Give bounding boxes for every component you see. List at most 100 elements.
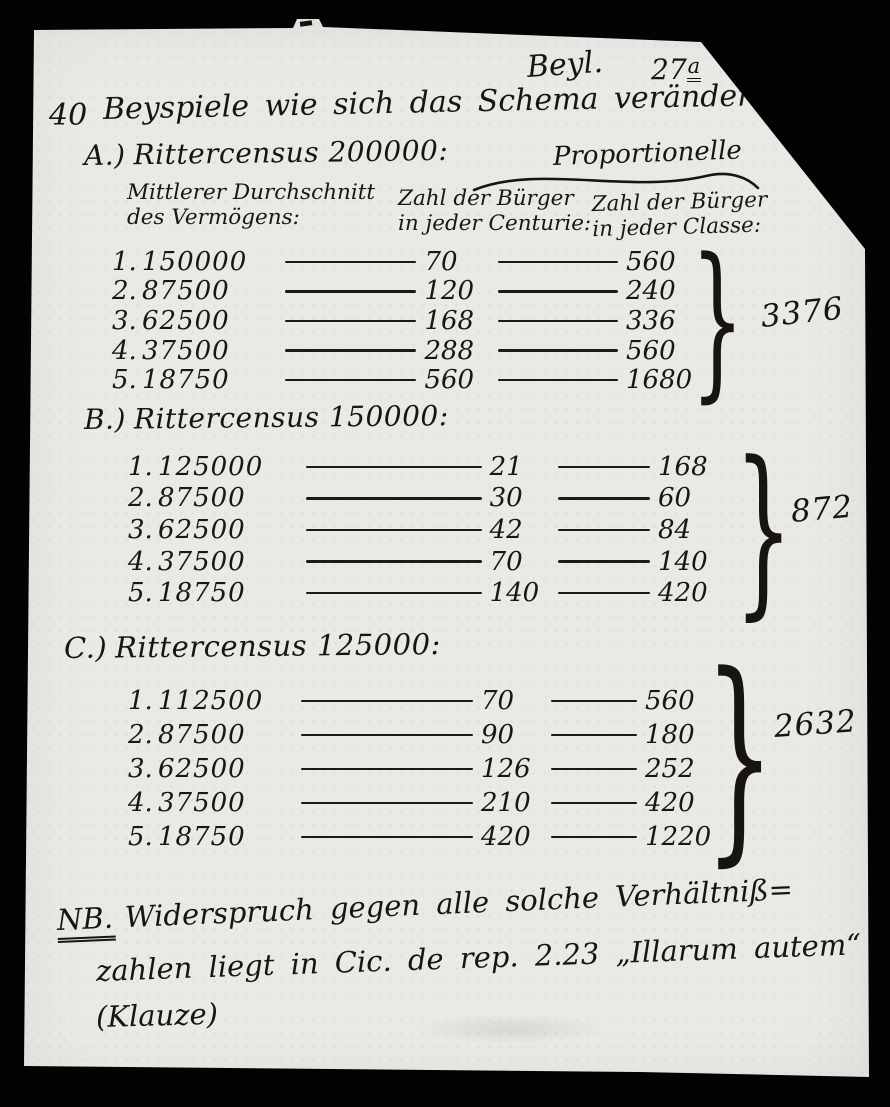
- column-header-wealth: Mittlerer Durchschnitt des Vermögens:: [127, 180, 397, 231]
- centuria-value: 90: [481, 720, 515, 750]
- table-row: 2. 87500 90 180: [128, 718, 735, 752]
- dash-line: [285, 349, 417, 352]
- row-number: 3.: [128, 754, 153, 784]
- dash-line: [551, 699, 637, 703]
- classe-value: 140: [658, 546, 708, 577]
- dash-line: [285, 378, 417, 382]
- column-header-line: in jeder Centurie:: [398, 211, 592, 237]
- dash-line: [306, 465, 482, 468]
- wealth-value: 125000: [158, 451, 264, 482]
- section-total: 872: [789, 488, 855, 530]
- column-header-line: Mittlerer Durchschnitt: [127, 180, 376, 205]
- section-total: 2632: [772, 703, 858, 745]
- wealth-value: 112500: [158, 686, 264, 716]
- row-number: 4.: [112, 335, 137, 366]
- centuria-value: 168: [424, 305, 475, 336]
- ink-speck: [808, 75, 812, 79]
- table-c: 1. 112500 70 560 2. 87500 90 180 3. 62500 126 252…: [128, 684, 735, 854]
- classe-value: 1680: [626, 365, 693, 396]
- dash-line: [306, 528, 482, 532]
- dash-line: [301, 801, 473, 805]
- classe-value: 60: [658, 483, 692, 514]
- sum-brace: [688, 244, 746, 396]
- margin-mark: 40: [49, 98, 88, 133]
- centuria-value: 70: [481, 686, 515, 716]
- dash-line: [557, 497, 650, 500]
- dash-line: [557, 591, 650, 595]
- dash-line: [498, 260, 618, 263]
- centuria-value: 30: [489, 483, 523, 514]
- row-number: 4.: [128, 788, 153, 818]
- ink-speck: [826, 70, 829, 73]
- table-row: 2. 87500 30 60: [128, 483, 740, 515]
- table-row: 1. 125000 21 168: [128, 451, 740, 483]
- wealth-value: 150000: [142, 246, 248, 277]
- page-number: 27a: [651, 53, 702, 86]
- section-label: A.): [83, 138, 126, 172]
- sum-brace: [735, 446, 793, 614]
- section-heading-a: A.) Rittercensus 200000:: [84, 134, 449, 172]
- row-number: 5.: [128, 822, 153, 852]
- dash-line: [285, 260, 417, 263]
- dash-line: [301, 835, 473, 839]
- table-row: 1. 112500 70 560: [128, 684, 735, 718]
- classe-value: 420: [645, 788, 695, 818]
- centuria-value: 560: [424, 365, 475, 396]
- row-number: 1.: [112, 246, 137, 277]
- page-number-suffix: a: [686, 54, 702, 82]
- row-number: 2.: [128, 720, 153, 750]
- row-number: 1.: [128, 451, 153, 482]
- table-row: 5. 18750 560 1680: [112, 365, 712, 395]
- table-a: 1. 150000 70 560 2. 87500 120 240 3. 62500 168 33…: [112, 247, 712, 395]
- dash-line: [306, 591, 482, 595]
- section-title: Rittercensus 125000:: [115, 627, 442, 665]
- centuria-value: 126: [481, 754, 531, 784]
- classe-value: 180: [645, 720, 695, 750]
- classe-value: 84: [658, 514, 692, 545]
- centuria-value: 42: [489, 514, 523, 545]
- page-number-value: 27: [651, 53, 687, 86]
- section-heading-c: C.) Rittercensus 125000:: [64, 627, 441, 665]
- centuria-value: 210: [481, 788, 531, 818]
- proportional-swash-line: [472, 172, 760, 192]
- table-row: 4. 37500 70 140: [128, 546, 740, 578]
- classe-value: 560: [626, 335, 676, 366]
- classe-value: 420: [658, 578, 708, 609]
- table-row: 3. 62500 126 252: [128, 752, 735, 786]
- sum-brace: [711, 655, 769, 859]
- row-number: 2.: [128, 483, 153, 514]
- wealth-value: 87500: [142, 276, 230, 307]
- archive-label: Beyl.: [525, 44, 604, 85]
- dash-line: [551, 801, 637, 805]
- ink-smudge: [415, 1014, 605, 1044]
- classe-value: 336: [626, 305, 676, 336]
- table-row: 4. 37500 210 420: [128, 786, 735, 820]
- table-row: 4. 37500 288 560: [112, 336, 712, 366]
- section-heading-b: B.) Rittercensus 150000:: [84, 399, 449, 436]
- section-title: Rittercensus 200000:: [133, 133, 449, 172]
- dash-line: [557, 465, 650, 468]
- wealth-value: 87500: [158, 720, 246, 750]
- section-label: C.): [63, 630, 108, 665]
- table-row: 2. 87500 120 240: [112, 276, 712, 307]
- dash-line: [306, 497, 482, 500]
- dash-line: [498, 378, 618, 382]
- table-row: 5. 18750 140 420: [128, 577, 740, 609]
- classe-value: 560: [645, 686, 695, 716]
- centuria-value: 140: [489, 578, 540, 609]
- dash-line: [557, 528, 650, 532]
- classe-value: 168: [658, 451, 708, 482]
- row-number: 5.: [128, 578, 153, 609]
- classe-value: 240: [626, 276, 676, 307]
- wealth-value: 18750: [158, 578, 246, 609]
- table-row: 5. 18750 420 1220: [128, 820, 735, 854]
- dash-line: [557, 560, 650, 563]
- wealth-value: 37500: [142, 335, 230, 366]
- dash-line: [301, 767, 473, 771]
- classe-value: 1220: [645, 822, 712, 852]
- dash-line: [498, 290, 618, 293]
- wealth-value: 37500: [158, 546, 246, 577]
- column-header-line: Zahl der Bürger: [398, 186, 574, 211]
